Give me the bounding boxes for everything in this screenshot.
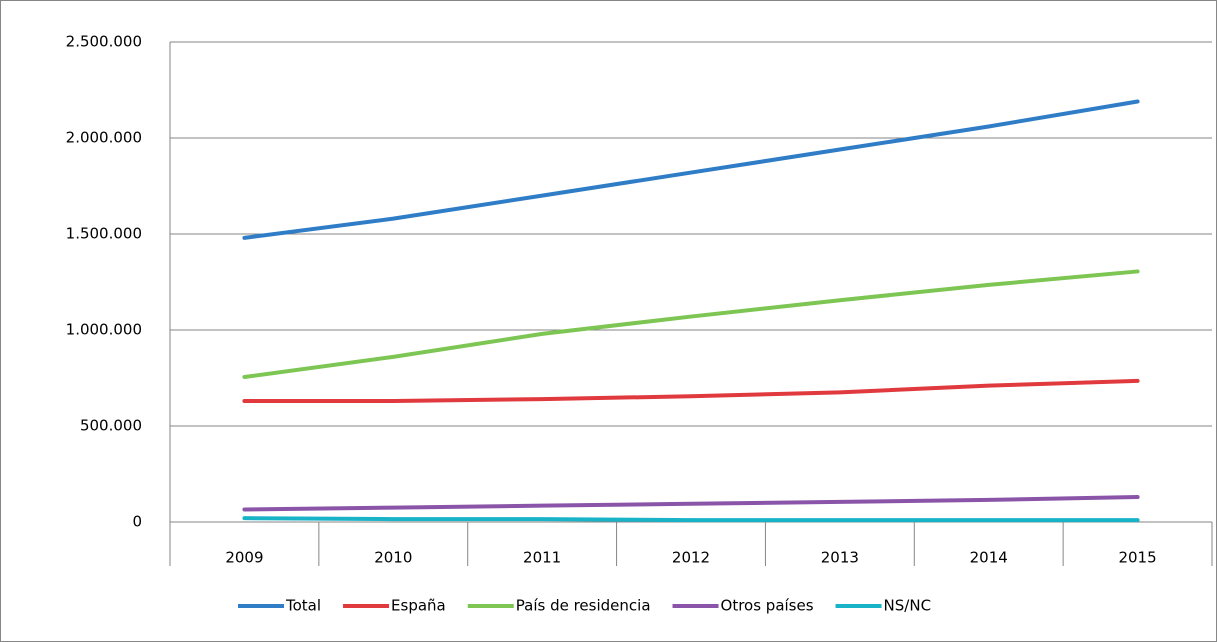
y-tick-label: 1.000.000 xyxy=(66,321,142,339)
x-tick-label: 2012 xyxy=(672,549,710,567)
y-tick-label: 1.500.000 xyxy=(66,225,142,243)
x-tick-label: 2015 xyxy=(1118,549,1156,567)
y-tick-label: 0 xyxy=(132,513,142,531)
x-tick-label: 2013 xyxy=(821,549,859,567)
line-series xyxy=(242,378,1140,404)
x-tick-label: 2009 xyxy=(225,549,263,567)
legend-label: Total xyxy=(285,597,321,615)
legend-label: País de residencia xyxy=(516,597,651,615)
legend-label: Otros países xyxy=(721,597,814,615)
line-series xyxy=(242,269,1140,380)
legend-label: España xyxy=(391,597,446,615)
y-tick-label: 2.500.000 xyxy=(66,33,142,51)
x-tick-label: 2011 xyxy=(523,549,561,567)
x-tick-label: 2014 xyxy=(970,549,1008,567)
x-tick-label: 2010 xyxy=(374,549,412,567)
line-series xyxy=(242,99,1140,240)
line-series xyxy=(242,516,1140,523)
line-series xyxy=(242,495,1140,512)
legend-label: NS/NC xyxy=(884,597,932,615)
y-tick-label: 2.000.000 xyxy=(66,129,142,147)
y-tick-label: 500.000 xyxy=(80,417,142,435)
